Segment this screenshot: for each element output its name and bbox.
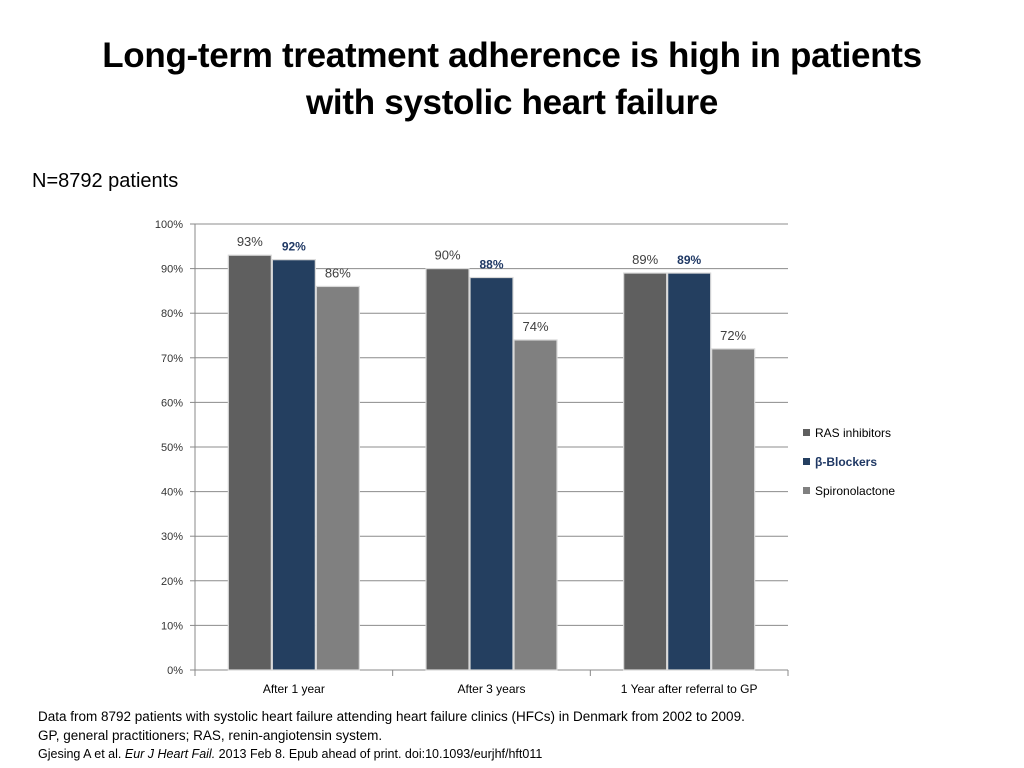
- data-label: 88%: [479, 258, 503, 272]
- footer-abbreviations: GP, general practitioners; RAS, renin-an…: [38, 728, 383, 743]
- y-tick-label: 20%: [161, 576, 183, 588]
- legend-swatch: [803, 458, 810, 465]
- bar: [513, 339, 558, 671]
- data-label: 89%: [677, 253, 701, 267]
- legend-swatch: [803, 429, 810, 436]
- x-tick-label: 1 Year after referral to GP: [621, 682, 758, 696]
- legend-label: Spironolactone: [815, 484, 895, 498]
- data-label: 90%: [434, 248, 460, 263]
- legend-swatch: [803, 487, 810, 494]
- data-label: 74%: [522, 319, 548, 334]
- y-tick-label: 50%: [161, 442, 183, 454]
- data-label: 89%: [632, 252, 658, 267]
- bar: [271, 259, 316, 671]
- footer-citation: Gjesing A et al. Eur J Heart Fail. 2013 …: [38, 745, 745, 764]
- legend-label: β-Blockers: [815, 455, 877, 469]
- bar: [227, 254, 272, 671]
- footer-data-source: Data from 8792 patients with systolic he…: [38, 709, 745, 724]
- x-tick-label: After 1 year: [263, 682, 325, 696]
- x-tick-label: After 3 years: [457, 682, 525, 696]
- bar: [425, 268, 470, 671]
- data-label: 92%: [282, 240, 306, 254]
- y-tick-label: 40%: [161, 487, 183, 499]
- slide-title-line2: with systolic heart failure: [305, 83, 719, 122]
- footer-notes: Data from 8792 patients with systolic he…: [38, 707, 745, 764]
- y-tick-label: 90%: [161, 264, 183, 276]
- y-tick-label: 80%: [161, 308, 183, 320]
- data-label: 86%: [325, 265, 351, 280]
- y-tick-label: 30%: [161, 531, 183, 543]
- y-tick-label: 100%: [155, 219, 183, 231]
- y-tick-label: 10%: [161, 620, 183, 632]
- slide-title-line1: Long-term treatment adherence is high in…: [102, 36, 922, 75]
- legend-label: RAS inhibitors: [815, 426, 891, 440]
- patient-count: N=8792 patients: [32, 170, 179, 192]
- bar: [667, 272, 712, 671]
- bar: [711, 348, 756, 671]
- data-label: 93%: [237, 234, 263, 249]
- y-tick-label: 70%: [161, 353, 183, 365]
- citation-journal: Eur J Heart Fail.: [124, 747, 216, 761]
- y-tick-label: 0%: [167, 665, 183, 677]
- slide-title: Long-term treatment adherence is high in…: [0, 32, 1024, 126]
- citation-authors: Gjesing A et al.: [38, 747, 122, 761]
- bar: [315, 285, 360, 671]
- y-tick-label: 60%: [161, 397, 183, 409]
- data-label: 72%: [720, 328, 746, 343]
- bar: [623, 272, 668, 671]
- bar: [469, 276, 514, 671]
- citation-details: 2013 Feb 8. Epub ahead of print. doi:10.…: [218, 747, 543, 761]
